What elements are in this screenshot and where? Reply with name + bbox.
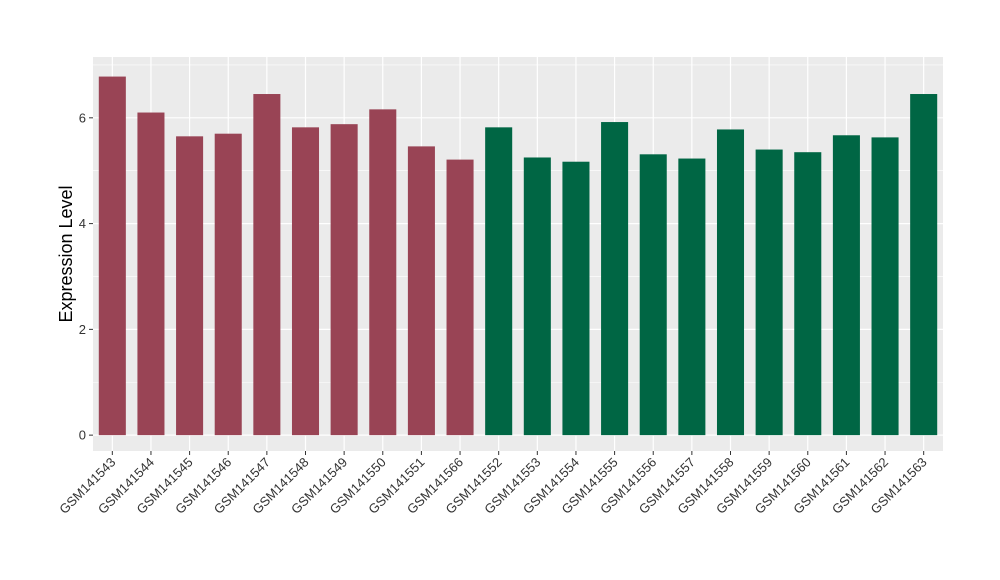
bar-GSM141561 bbox=[832, 135, 860, 436]
bar-GSM141550 bbox=[369, 109, 397, 436]
bar-GSM141558 bbox=[716, 129, 745, 436]
bar-GSM141555 bbox=[601, 122, 629, 436]
y-axis: 0 2 4 6 bbox=[79, 110, 93, 443]
bar-GSM141549 bbox=[330, 124, 358, 436]
bar-GSM141566 bbox=[446, 159, 474, 436]
bar-GSM141548 bbox=[291, 127, 320, 436]
bar-GSM141562 bbox=[871, 137, 899, 436]
bar-GSM141556 bbox=[639, 154, 667, 436]
x-axis: GSM141543GSM141544GSM141545GSM141546GSM1… bbox=[56, 451, 930, 517]
y-tick-label: 2 bbox=[79, 322, 86, 337]
bar-GSM141545 bbox=[176, 136, 204, 436]
bar-GSM141554 bbox=[562, 161, 590, 436]
bar-GSM141551 bbox=[407, 146, 435, 436]
bar-GSM141544 bbox=[137, 112, 165, 436]
y-tick-label: 4 bbox=[79, 216, 86, 231]
bar-GSM141557 bbox=[678, 158, 706, 436]
bar-GSM141563 bbox=[910, 94, 938, 436]
y-axis-title: Expression Level bbox=[56, 185, 76, 322]
bar-GSM141547 bbox=[253, 94, 281, 436]
y-tick-label: 6 bbox=[79, 110, 86, 125]
bars bbox=[98, 76, 938, 436]
bar-GSM141543 bbox=[98, 76, 126, 436]
bar-GSM141553 bbox=[523, 157, 551, 436]
bar-GSM141546 bbox=[214, 133, 242, 436]
bar-GSM141560 bbox=[794, 152, 822, 436]
y-tick-label: 0 bbox=[79, 428, 86, 443]
bar-GSM141559 bbox=[755, 149, 783, 436]
bar-GSM141552 bbox=[485, 127, 513, 436]
